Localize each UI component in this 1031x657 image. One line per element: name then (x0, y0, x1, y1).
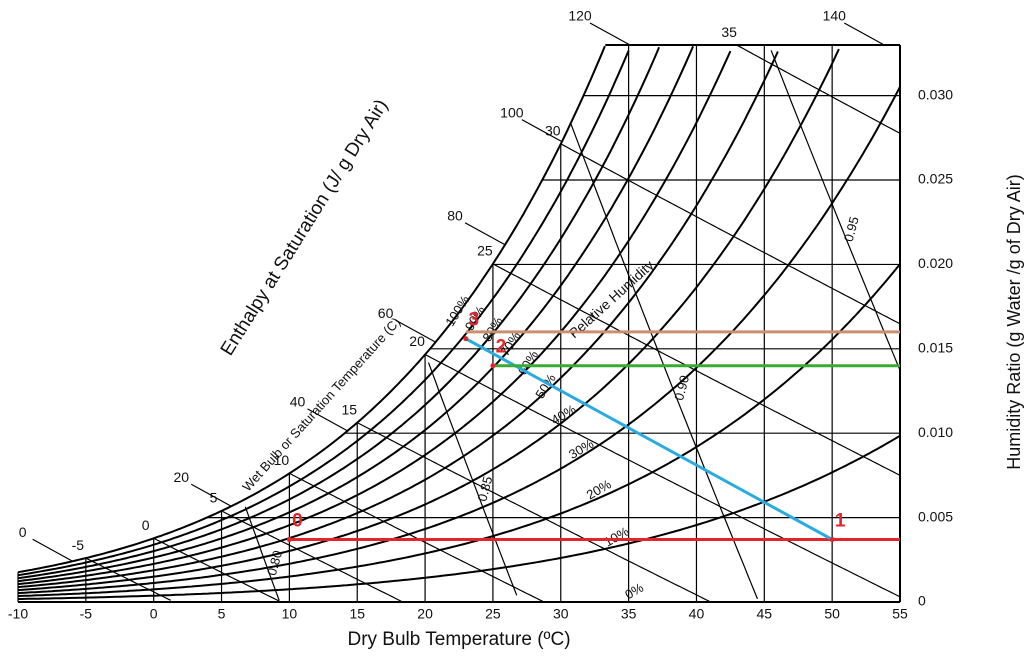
state-label: 0 (292, 511, 303, 532)
wet-bulb-label: 10 (274, 452, 290, 468)
x-tick-label: 30 (553, 606, 569, 622)
volume-line (427, 362, 518, 596)
enthalpy-label: 120 (568, 8, 592, 24)
rh-label: 0% (622, 580, 646, 603)
x-tick-label: -5 (80, 606, 93, 622)
rh-label: 40% (549, 401, 579, 427)
y-tick-label: 0.030 (918, 86, 953, 102)
y-tick-label: 0 (918, 593, 926, 609)
enthalpy-leader (521, 119, 563, 143)
enthalpy-label: 20 (173, 469, 189, 485)
x-tick-label: 45 (757, 606, 773, 622)
wet-bulb-line (356, 422, 711, 603)
volume-label: 0.95 (841, 215, 862, 243)
enthalpy-label: 40 (290, 394, 306, 410)
enthalpy-label: 140 (823, 8, 847, 24)
wet-bulb-label: -5 (72, 537, 85, 553)
volume-line (570, 123, 759, 600)
wet-bulb-label: 5 (210, 490, 218, 506)
enthalpy-label: 60 (378, 305, 394, 321)
enthalpy-label: 100 (500, 104, 524, 120)
rh-curve (17, 86, 901, 595)
enthalpy-leader (32, 538, 73, 562)
volume-line (244, 506, 280, 601)
state-label: 1 (835, 511, 846, 532)
rh-curve (17, 50, 630, 577)
state-point (286, 537, 292, 543)
rh-curve (17, 45, 606, 574)
rh-title: Pelative Humidity (566, 257, 657, 341)
x-tick-label: 50 (824, 606, 840, 622)
wet-bulb-line (560, 143, 901, 325)
y-tick-label: 0.025 (918, 171, 953, 187)
enthalpy-leader (464, 222, 506, 246)
rh-curve (17, 263, 901, 598)
x-tick-label: 55 (892, 606, 908, 622)
state-point (463, 336, 469, 342)
rh-curve (17, 46, 661, 580)
wet-bulb-line (289, 472, 545, 603)
wet-bulb-label: 35 (721, 24, 737, 40)
wet-bulb-label: 25 (477, 243, 493, 259)
state-point (490, 363, 496, 369)
wet-bulb-line (492, 263, 901, 476)
rh-curve (18, 434, 901, 600)
rh-curve (17, 48, 840, 592)
x-tick-label: 0 (150, 606, 158, 622)
volume-line (770, 50, 901, 371)
rh-curve (17, 45, 695, 583)
enthalpy-leader (307, 408, 348, 432)
y-axis-title: Humidity Ratio (g Water /g of Dry Air) (1004, 174, 1024, 469)
wet-bulb-label: 15 (341, 401, 357, 417)
volume-label: 0.85 (474, 475, 495, 503)
state-label: 3 (468, 310, 479, 331)
wet-bulb-label: 20 (409, 333, 425, 349)
x-tick-label: 25 (485, 606, 501, 622)
y-tick-label: 0.005 (918, 508, 953, 524)
wet-bulb-line (85, 557, 171, 601)
y-tick-label: 0.020 (918, 255, 953, 271)
x-tick-label: 40 (689, 606, 705, 622)
rh-curve (17, 50, 732, 586)
rh-curve (17, 51, 779, 589)
state-label: 2 (496, 337, 507, 358)
rh-label: 30% (566, 436, 596, 462)
state-point (829, 537, 835, 543)
wet-bulb-line (424, 353, 901, 598)
x-tick-label: 5 (218, 606, 226, 622)
enthalpy-title: Enthalpy at Saturation (J/ g Dry Air) (217, 96, 393, 360)
x-tick-label: 35 (621, 606, 637, 622)
x-axis-title: Dry Bulb Temperature (ºC) (347, 629, 570, 650)
volume-label: 0.80 (264, 549, 285, 577)
wet-bulb-line (153, 537, 280, 602)
x-tick-label: 20 (417, 606, 433, 622)
enthalpy-leader (190, 483, 232, 507)
enthalpy-label: 0 (19, 524, 27, 540)
x-tick-label: 15 (349, 606, 365, 622)
enthalpy-leader (589, 22, 631, 46)
y-tick-label: 0.010 (918, 424, 953, 440)
y-tick-label: 0.015 (918, 340, 953, 356)
enthalpy-leader (843, 22, 885, 46)
wet-bulb-line (221, 510, 402, 602)
enthalpy-label: 80 (447, 207, 463, 223)
process-line (465, 337, 833, 541)
volume-label: 0.90 (671, 374, 692, 402)
enthalpy-leader (395, 319, 436, 343)
wet-bulb-label: 0 (142, 517, 150, 533)
x-tick-label: 10 (282, 606, 298, 622)
x-tick-label: -10 (8, 606, 28, 622)
wet-bulb-line (736, 44, 901, 134)
